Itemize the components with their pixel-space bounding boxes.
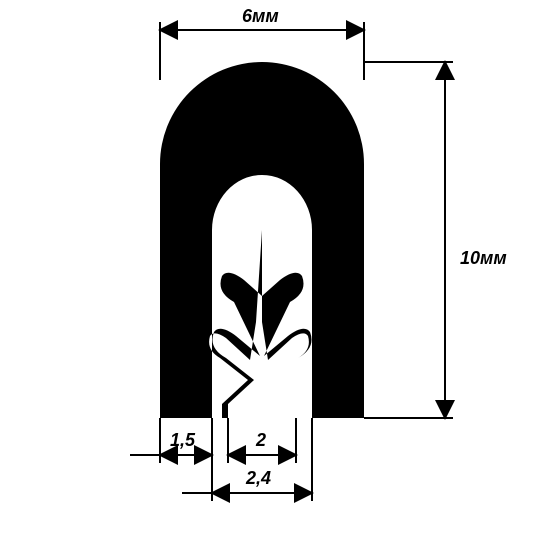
label-height: 10мм: [460, 248, 507, 269]
dim-right: [364, 62, 453, 418]
seal-profile: [160, 62, 364, 418]
label-opening: 2,4: [246, 468, 271, 489]
label-gap: 2: [256, 430, 266, 451]
label-wall: 1,5: [170, 430, 195, 451]
label-width: 6мм: [242, 6, 279, 27]
